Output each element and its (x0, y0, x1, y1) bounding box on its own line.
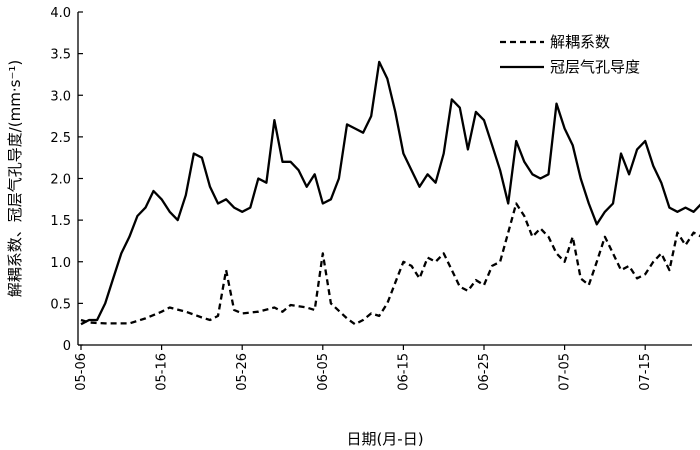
x-tick-label: 07-05 (558, 353, 573, 391)
legend-label-1: 解耦系数 (550, 33, 610, 51)
series-layer (80, 60, 700, 326)
x-tick-label: 05-26 (235, 353, 250, 391)
axes: 0 0.5 1.0 1.5 2.0 2.5 3.0 3.5 4.0 05-06 05-16 05-26… (50, 6, 692, 391)
legend-label-2: 冠层气孔导度 (550, 58, 640, 76)
y-tick-label: 2.5 (50, 131, 71, 146)
x-tick-label: 06-25 (477, 353, 492, 391)
y-tick-label: 0 (63, 339, 71, 354)
y-tick-label: 1.0 (50, 256, 71, 271)
y-tick-label: 3.0 (50, 89, 71, 104)
y-axis-title: 解耦系数、冠层气孔导度/(mm·s⁻¹) (6, 60, 24, 298)
x-tick-label: 06-15 (396, 353, 411, 391)
y-tick-label: 4.0 (50, 6, 71, 21)
series-line-2 (80, 60, 700, 326)
series-line-1 (80, 202, 700, 326)
y-tick-label: 0.5 (50, 297, 71, 312)
x-tick-label: 07-15 (638, 353, 653, 391)
y-tick-label: 1.5 (50, 214, 71, 229)
x-axis-title: 日期(月-日) (346, 430, 423, 448)
x-tick-label: 05-06 (74, 353, 89, 391)
x-tick-label: 06-05 (316, 353, 331, 391)
y-tick-label: 2.0 (50, 173, 71, 188)
x-tick-label: 05-16 (155, 353, 170, 391)
y-tick-label: 3.5 (50, 48, 71, 63)
